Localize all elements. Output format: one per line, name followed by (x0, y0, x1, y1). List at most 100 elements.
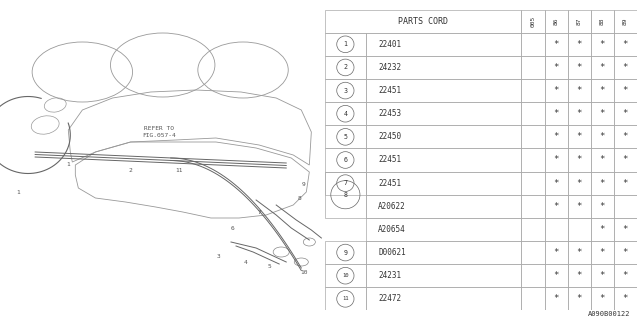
Bar (614, 264, 637, 287)
Text: 22450: 22450 (378, 132, 401, 141)
Text: *: * (623, 271, 628, 280)
Text: 4: 4 (344, 111, 348, 117)
Bar (568, 125, 591, 148)
Text: PARTS CORD: PARTS CORD (398, 17, 448, 26)
Bar (568, 79, 591, 102)
Text: 5: 5 (268, 263, 271, 268)
Text: *: * (554, 202, 559, 211)
Bar (522, 125, 545, 148)
Bar (614, 218, 637, 241)
Text: *: * (623, 40, 628, 49)
Bar (545, 79, 568, 102)
Bar (365, 56, 522, 79)
Text: 1: 1 (344, 41, 348, 47)
Bar (522, 172, 545, 195)
Text: 24231: 24231 (378, 271, 401, 280)
Bar (545, 218, 568, 241)
Bar (614, 10, 637, 33)
Text: 6: 6 (231, 226, 235, 230)
Bar (591, 79, 614, 102)
Text: *: * (554, 294, 559, 303)
Text: *: * (554, 248, 559, 257)
Text: A20622: A20622 (378, 202, 406, 211)
Bar (325, 56, 365, 79)
Text: *: * (600, 202, 605, 211)
Text: *: * (577, 40, 582, 49)
Bar (545, 56, 568, 79)
Text: *: * (623, 248, 628, 257)
Text: 10: 10 (342, 273, 349, 278)
Bar (545, 287, 568, 310)
Text: *: * (623, 179, 628, 188)
Text: *: * (554, 109, 559, 118)
Bar (545, 125, 568, 148)
Bar (365, 102, 522, 125)
Text: *: * (554, 63, 559, 72)
Text: 8: 8 (298, 196, 301, 201)
Text: *: * (577, 202, 582, 211)
Bar (545, 172, 568, 195)
Text: *: * (623, 294, 628, 303)
Bar (568, 33, 591, 56)
Text: 22472: 22472 (378, 294, 401, 303)
Text: 1: 1 (16, 189, 20, 195)
Text: *: * (623, 86, 628, 95)
Bar (614, 241, 637, 264)
Text: *: * (577, 63, 582, 72)
Text: 10: 10 (301, 269, 308, 275)
Bar (522, 195, 545, 218)
Bar (591, 195, 614, 218)
Bar (522, 33, 545, 56)
Bar (591, 172, 614, 195)
Text: 6: 6 (344, 157, 348, 163)
Bar (614, 195, 637, 218)
Bar (591, 56, 614, 79)
Text: 11: 11 (342, 296, 349, 301)
Bar (568, 287, 591, 310)
Text: A20654: A20654 (378, 225, 406, 234)
Bar (568, 172, 591, 195)
Text: 4: 4 (244, 260, 248, 265)
Bar (545, 102, 568, 125)
Bar (545, 10, 568, 33)
Bar (568, 10, 591, 33)
Text: 3: 3 (344, 88, 348, 93)
Text: 2: 2 (344, 64, 348, 70)
Text: 9: 9 (344, 250, 348, 256)
Bar (365, 241, 522, 264)
Bar (325, 287, 365, 310)
Text: 11: 11 (175, 167, 182, 172)
Bar (522, 241, 545, 264)
Bar (325, 172, 365, 218)
Text: 22451: 22451 (378, 156, 401, 164)
Text: *: * (600, 225, 605, 234)
Text: *: * (623, 63, 628, 72)
Bar (591, 125, 614, 148)
Bar (522, 56, 545, 79)
Bar (545, 148, 568, 172)
Text: 7: 7 (344, 180, 348, 186)
Bar (365, 33, 522, 56)
Text: *: * (600, 248, 605, 257)
Text: 8: 8 (344, 192, 348, 198)
Text: *: * (554, 271, 559, 280)
Bar (522, 287, 545, 310)
Bar (545, 264, 568, 287)
Bar (365, 218, 522, 241)
Bar (325, 125, 365, 148)
Bar (614, 148, 637, 172)
Text: *: * (577, 248, 582, 257)
Bar (591, 33, 614, 56)
Bar (614, 79, 637, 102)
Text: *: * (554, 132, 559, 141)
Bar (591, 287, 614, 310)
Text: 9: 9 (301, 182, 305, 188)
Text: *: * (600, 86, 605, 95)
Text: *: * (554, 86, 559, 95)
Text: *: * (577, 271, 582, 280)
Text: *: * (623, 132, 628, 141)
Bar (365, 79, 522, 102)
Text: A090B00122: A090B00122 (588, 311, 630, 317)
Bar (522, 148, 545, 172)
Bar (591, 10, 614, 33)
